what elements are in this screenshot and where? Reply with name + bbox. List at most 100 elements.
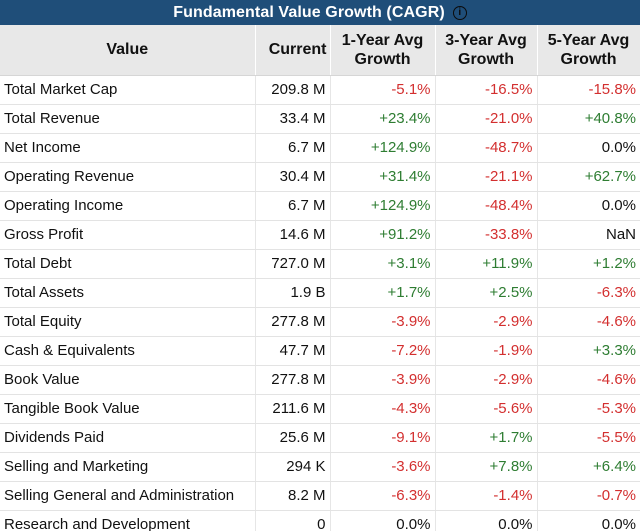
growth-3yr: -48.7% bbox=[435, 133, 538, 163]
growth-3yr: +11.9% bbox=[435, 249, 538, 279]
current-value: 294 K bbox=[255, 452, 331, 482]
current-value: 33.4 M bbox=[255, 104, 331, 134]
current-value: 6.7 M bbox=[255, 191, 331, 221]
growth-3yr: +2.5% bbox=[435, 278, 538, 308]
table-row: Tangible Book Value 211.6 M -4.3% -5.6% -5.3… bbox=[0, 394, 640, 424]
current-value: 727.0 M bbox=[255, 249, 331, 279]
growth-5yr: +40.8% bbox=[537, 104, 640, 134]
current-value: 6.7 M bbox=[255, 133, 331, 163]
current-value: 14.6 M bbox=[255, 220, 331, 250]
table-row: Net Income 6.7 M +124.9% -48.7% 0.0% bbox=[0, 133, 640, 163]
growth-3yr: -21.1% bbox=[435, 162, 538, 192]
table-title: Fundamental Value Growth (CAGR) bbox=[173, 3, 445, 21]
table-body: Total Market Cap 209.8 M -5.1% -16.5% -15.8%… bbox=[0, 75, 640, 531]
metric-name: Total Equity bbox=[0, 307, 256, 337]
current-value: 211.6 M bbox=[255, 394, 331, 424]
growth-1yr: 0.0% bbox=[330, 510, 436, 531]
current-value: 47.7 M bbox=[255, 336, 331, 366]
metric-name: Research and Development bbox=[0, 510, 256, 531]
table-row: Book Value 277.8 M -3.9% -2.9% -4.6% bbox=[0, 365, 640, 395]
growth-5yr: -4.6% bbox=[537, 307, 640, 337]
table-row: Cash & Equivalents 47.7 M -7.2% -1.9% +3.3% bbox=[0, 336, 640, 366]
growth-5yr: 0.0% bbox=[537, 133, 640, 163]
table-row: Total Revenue 33.4 M +23.4% -21.0% +40.8% bbox=[0, 104, 640, 134]
current-value: 209.8 M bbox=[255, 75, 331, 105]
metric-name: Operating Revenue bbox=[0, 162, 256, 192]
table-row: Total Assets 1.9 B +1.7% +2.5% -6.3% bbox=[0, 278, 640, 308]
growth-5yr: -5.3% bbox=[537, 394, 640, 424]
current-value: 30.4 M bbox=[255, 162, 331, 192]
growth-1yr: +1.7% bbox=[330, 278, 436, 308]
table-row: Operating Income 6.7 M +124.9% -48.4% 0.0% bbox=[0, 191, 640, 221]
growth-1yr: +124.9% bbox=[330, 133, 436, 163]
metric-name: Cash & Equivalents bbox=[0, 336, 256, 366]
table-row: Selling and Marketing 294 K -3.6% +7.8% +6.4… bbox=[0, 452, 640, 482]
growth-5yr: +62.7% bbox=[537, 162, 640, 192]
growth-1yr: -3.9% bbox=[330, 307, 436, 337]
info-icon[interactable]: i bbox=[452, 5, 467, 20]
growth-5yr: 0.0% bbox=[537, 191, 640, 221]
growth-5yr: +3.3% bbox=[537, 336, 640, 366]
growth-3yr: -21.0% bbox=[435, 104, 538, 134]
growth-1yr: -4.3% bbox=[330, 394, 436, 424]
current-value: 8.2 M bbox=[255, 481, 331, 511]
growth-5yr: -6.3% bbox=[537, 278, 640, 308]
table-row: Total Equity 277.8 M -3.9% -2.9% -4.6% bbox=[0, 307, 640, 337]
growth-1yr: -3.9% bbox=[330, 365, 436, 395]
growth-3yr: -48.4% bbox=[435, 191, 538, 221]
growth-5yr: 0.0% bbox=[537, 510, 640, 531]
table-row: Total Debt 727.0 M +3.1% +11.9% +1.2% bbox=[0, 249, 640, 279]
metric-name: Total Revenue bbox=[0, 104, 256, 134]
growth-5yr: +1.2% bbox=[537, 249, 640, 279]
growth-1yr: +3.1% bbox=[330, 249, 436, 279]
table-row: Total Market Cap 209.8 M -5.1% -16.5% -15.8% bbox=[0, 75, 640, 105]
column-header-value[interactable]: Value bbox=[0, 25, 256, 76]
current-value: 277.8 M bbox=[255, 307, 331, 337]
metric-name: Total Assets bbox=[0, 278, 256, 308]
current-value: 0 bbox=[255, 510, 331, 531]
growth-1yr: -7.2% bbox=[330, 336, 436, 366]
growth-1yr: +31.4% bbox=[330, 162, 436, 192]
growth-3yr: +1.7% bbox=[435, 423, 538, 453]
metric-name: Tangible Book Value bbox=[0, 394, 256, 424]
metric-name: Gross Profit bbox=[0, 220, 256, 250]
metric-name: Total Debt bbox=[0, 249, 256, 279]
column-header-1yr[interactable]: 1-Year Avg Growth bbox=[330, 25, 436, 76]
growth-5yr: NaN bbox=[537, 220, 640, 250]
column-header-current[interactable]: Current bbox=[255, 25, 331, 76]
current-value: 25.6 M bbox=[255, 423, 331, 453]
table-row: Dividends Paid 25.6 M -9.1% +1.7% -5.5% bbox=[0, 423, 640, 453]
metric-name: Selling General and Administration bbox=[0, 481, 256, 511]
growth-table: Value Current 1-Year Avg Growth 3-Year A… bbox=[0, 25, 640, 531]
growth-3yr: -33.8% bbox=[435, 220, 538, 250]
growth-5yr: -0.7% bbox=[537, 481, 640, 511]
growth-1yr: -3.6% bbox=[330, 452, 436, 482]
growth-1yr: +23.4% bbox=[330, 104, 436, 134]
table-row: Operating Revenue 30.4 M +31.4% -21.1% +62.7… bbox=[0, 162, 640, 192]
header-row: Value Current 1-Year Avg Growth 3-Year A… bbox=[0, 25, 640, 76]
growth-3yr: -1.9% bbox=[435, 336, 538, 366]
metric-name: Dividends Paid bbox=[0, 423, 256, 453]
growth-1yr: +124.9% bbox=[330, 191, 436, 221]
metric-name: Total Market Cap bbox=[0, 75, 256, 105]
column-header-3yr[interactable]: 3-Year Avg Growth bbox=[435, 25, 538, 76]
growth-5yr: +6.4% bbox=[537, 452, 640, 482]
growth-3yr: -2.9% bbox=[435, 365, 538, 395]
growth-3yr: -16.5% bbox=[435, 75, 538, 105]
growth-5yr: -4.6% bbox=[537, 365, 640, 395]
table-row: Selling General and Administration 8.2 M-… bbox=[0, 481, 640, 511]
metric-name: Selling and Marketing bbox=[0, 452, 256, 482]
table-row: Research and Development 0 0.0% 0.0% 0.0% bbox=[0, 510, 640, 531]
metric-name: Operating Income bbox=[0, 191, 256, 221]
column-header-5yr[interactable]: 5-Year Avg Growth bbox=[537, 25, 640, 76]
current-value: 1.9 B bbox=[255, 278, 331, 308]
growth-3yr: -2.9% bbox=[435, 307, 538, 337]
table-row: Gross Profit 14.6 M +91.2% -33.8% NaN bbox=[0, 220, 640, 250]
growth-5yr: -15.8% bbox=[537, 75, 640, 105]
table-title-bar: Fundamental Value Growth (CAGR) i bbox=[0, 0, 640, 25]
growth-1yr: +91.2% bbox=[330, 220, 436, 250]
growth-3yr: +7.8% bbox=[435, 452, 538, 482]
growth-1yr: -5.1% bbox=[330, 75, 436, 105]
growth-1yr: -9.1% bbox=[330, 423, 436, 453]
growth-1yr: -6.3% bbox=[330, 481, 436, 511]
